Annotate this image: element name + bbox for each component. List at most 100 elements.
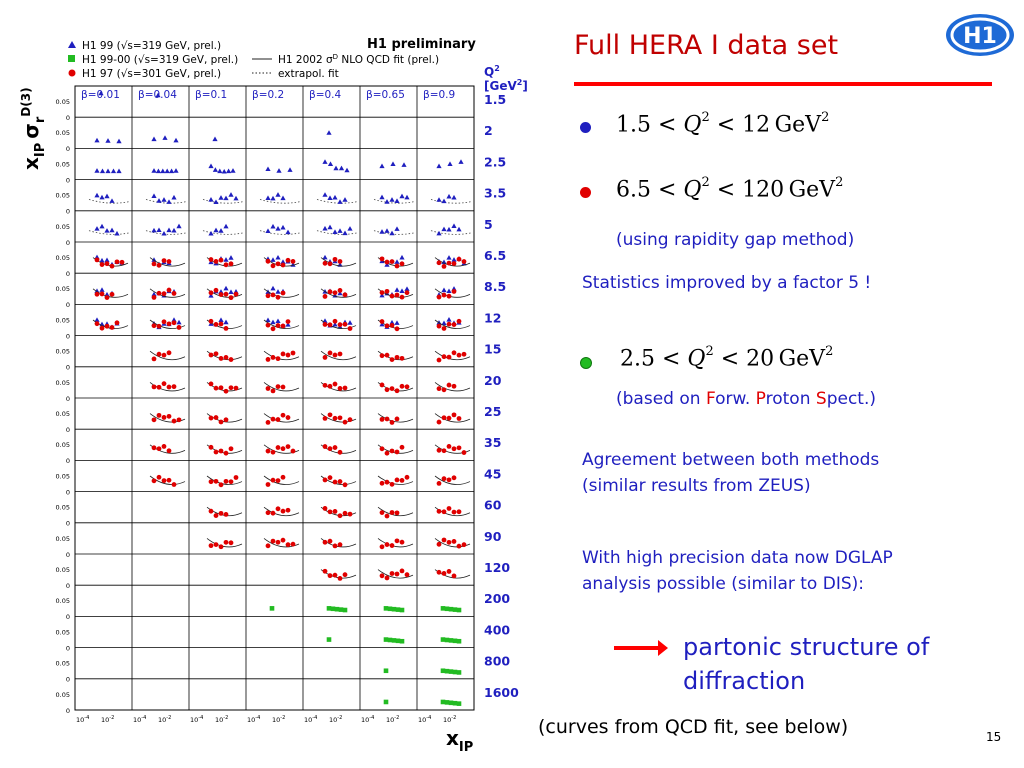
data-point-triangle: [164, 168, 170, 174]
y-tick-label: 0: [66, 114, 70, 122]
data-point-circle: [166, 477, 172, 483]
data-point-triangle: [171, 317, 177, 322]
data-point-circle: [228, 479, 234, 485]
data-point-triangle: [151, 168, 157, 173]
data-point-circle: [394, 477, 400, 483]
data-point-circle: [109, 291, 115, 297]
plot-data-marks: [88, 90, 473, 706]
data-point-circle: [332, 479, 338, 485]
data-point-circle: [451, 539, 457, 544]
data-point-circle: [280, 412, 286, 418]
data-point-circle: [280, 474, 286, 480]
data-point-circle: [233, 385, 239, 391]
data-point-circle: [327, 412, 333, 418]
data-point-triangle: [384, 228, 390, 233]
data-point-circle: [441, 326, 447, 331]
data-point-circle: [379, 353, 385, 359]
data-point-circle: [389, 571, 395, 576]
data-point-square: [383, 668, 389, 674]
data-point-circle: [228, 446, 234, 452]
data-point-triangle: [280, 259, 286, 264]
data-point-circle: [156, 446, 162, 452]
data-point-circle: [389, 322, 395, 328]
data-point-circle: [384, 323, 390, 329]
data-point-triangle: [218, 317, 224, 322]
data-point-circle: [394, 263, 400, 269]
data-point-triangle: [99, 168, 106, 174]
data-point-circle: [223, 325, 229, 331]
data-point-square: [440, 699, 446, 705]
data-point-circle: [176, 417, 182, 423]
data-point-triangle: [114, 230, 120, 236]
data-point-square: [383, 637, 389, 642]
data-point-circle: [451, 322, 457, 327]
data-point-circle: [275, 294, 281, 300]
data-point-circle: [285, 507, 291, 513]
data-point-circle: [151, 323, 157, 329]
data-point-circle: [275, 506, 281, 512]
data-point-triangle: [109, 198, 115, 203]
data-point-triangle: [389, 197, 395, 202]
data-point-circle: [327, 261, 333, 267]
data-point-circle: [275, 417, 281, 422]
data-point-circle: [322, 294, 328, 299]
data-point-circle: [270, 388, 276, 394]
beta-label: β=0.9: [423, 89, 455, 101]
data-point-circle: [327, 322, 333, 328]
data-point-circle: [275, 356, 281, 362]
extrapolated-fit-curve: [373, 230, 416, 235]
data-point-square: [395, 607, 401, 612]
fps-note: (based on Forw. Proton Spect.): [616, 389, 876, 409]
svg-text:H1: H1: [963, 24, 997, 49]
data-point-circle: [151, 478, 157, 484]
data-point-circle: [389, 293, 395, 299]
data-point-circle: [270, 449, 276, 455]
data-point-triangle: [217, 168, 223, 174]
qcd-fit-curve: [149, 288, 186, 298]
data-point-circle: [394, 354, 400, 360]
x-tick-label: 10-4: [304, 715, 317, 724]
data-point-triangle: [265, 228, 271, 233]
data-point-circle: [223, 354, 229, 360]
data-point-circle: [451, 350, 457, 356]
q2-row-label: 200: [484, 591, 510, 606]
q2-unit-header: [GeV2]: [484, 78, 528, 93]
legend-entry-label: H1 99-00 (√s=319 GeV, prel.): [82, 54, 238, 66]
data-point-square: [452, 700, 458, 706]
data-point-triangle: [176, 319, 182, 325]
y-tick-label: 0.05: [56, 660, 70, 668]
slide-title: Full HERA I data set: [574, 30, 839, 61]
data-point-circle: [228, 357, 234, 362]
data-point-circle: [394, 510, 400, 516]
beta-label: β=0.01: [81, 89, 120, 101]
data-point-circle: [213, 259, 219, 264]
data-point-triangle: [333, 165, 339, 171]
data-point-triangle: [399, 288, 405, 293]
data-point-triangle: [169, 168, 175, 174]
data-point-circle: [436, 569, 442, 575]
data-point-triangle: [171, 227, 177, 233]
data-point-triangle: [458, 159, 464, 164]
extrapolated-fit-curve: [373, 199, 416, 204]
data-point-triangle: [161, 230, 167, 236]
data-point-circle: [461, 259, 467, 264]
x-tick-label: 10-2: [443, 715, 456, 724]
data-point-square: [456, 701, 462, 706]
data-point-circle: [218, 257, 224, 263]
qcd-fit-curve: [149, 382, 186, 392]
data-point-circle: [446, 293, 452, 299]
data-point-circle: [156, 351, 162, 357]
data-point-triangle: [344, 167, 350, 173]
data-point-circle: [208, 257, 214, 262]
data-point-circle: [218, 321, 224, 327]
data-point-circle: [451, 412, 457, 418]
data-point-circle: [404, 290, 410, 296]
data-point-circle: [161, 352, 167, 358]
data-point-triangle: [399, 193, 405, 199]
data-point-circle: [176, 325, 182, 330]
page-number: 15: [986, 730, 1002, 744]
legend-entry-label: H1 99 (√s=319 GeV, prel.): [82, 40, 221, 52]
data-point-circle: [208, 415, 214, 421]
data-point-triangle: [162, 135, 168, 140]
data-point-triangle: [327, 195, 333, 200]
